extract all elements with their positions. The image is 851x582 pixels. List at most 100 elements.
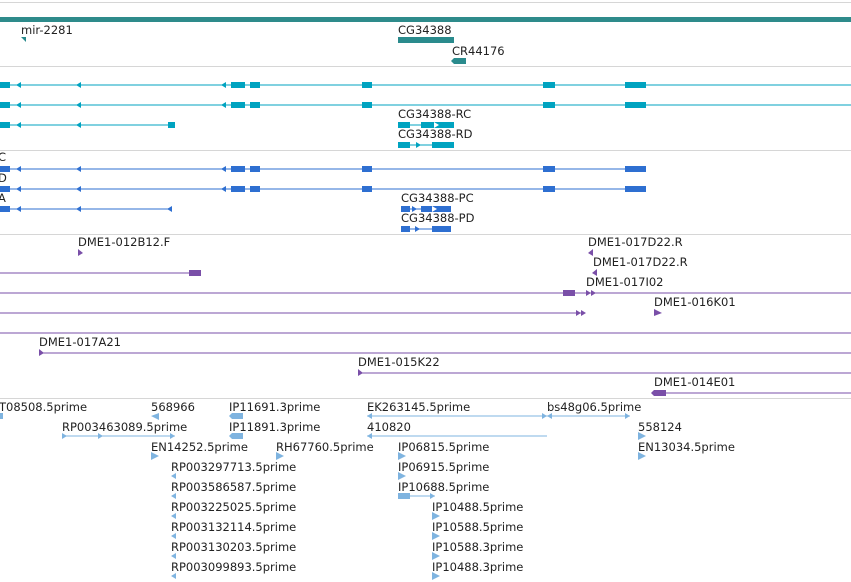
protein-label: C: [0, 150, 6, 164]
gene-arrow: [21, 37, 26, 42]
protein-row[interactable]: A: [0, 191, 172, 212]
transcript-row[interactable]: [0, 122, 175, 128]
est-feature[interactable]: RP003463089.5prime: [62, 420, 187, 439]
est-label: EN13034.5prime: [638, 440, 735, 454]
transcript-cg34388-rd[interactable]: CG34388-RD: [398, 127, 473, 148]
est-feature[interactable]: IP11891.3prime: [229, 420, 320, 439]
bac-arrow: [651, 390, 654, 396]
exon: [0, 186, 10, 192]
protein-row[interactable]: D: [0, 171, 646, 192]
transcript-cg34388-rc[interactable]: CG34388-RC: [398, 107, 471, 128]
gene-arrow: [451, 58, 454, 64]
bac-end-feature[interactable]: [0, 310, 586, 316]
est-arrow: [171, 533, 176, 539]
bac-end-feature[interactable]: DME1-014E01: [651, 375, 851, 396]
est-feature[interactable]: RP003225025.5prime: [171, 500, 296, 519]
est-arrow: [171, 493, 176, 499]
est-label: IP06915.5prime: [398, 460, 489, 474]
exon: [625, 166, 646, 172]
est-label: IP10488.3prime: [432, 560, 523, 574]
strand-arrow: [434, 122, 439, 128]
est-feature[interactable]: IP10488.5prime: [432, 500, 523, 520]
est-feature[interactable]: RP003130203.5prime: [171, 540, 296, 559]
bac-arrow: [586, 290, 591, 296]
chromosome-bar[interactable]: [0, 17, 851, 22]
protein-cg34388-pd[interactable]: CG34388-PD: [401, 211, 475, 232]
exon: [625, 186, 646, 192]
bac-end-feature[interactable]: DME1-015K22: [358, 355, 851, 376]
est-feature[interactable]: RP003099893.5prime: [171, 560, 296, 579]
est-feature[interactable]: IP10488.3prime: [432, 560, 523, 580]
est-arrow: [62, 433, 67, 439]
est-label: EK263145.5prime: [367, 400, 470, 414]
gene-mir-2281[interactable]: mir-2281: [21, 23, 73, 42]
est-arrow: [229, 413, 232, 419]
strand-arrow: [16, 186, 21, 192]
exon: [432, 226, 451, 232]
strand-arrow: [167, 206, 172, 212]
bac-end-label: DME1-014E01: [654, 375, 735, 389]
bac-end-feature[interactable]: DME1-017D22.R: [592, 255, 688, 276]
protein-cg34388-pc[interactable]: CG34388-PC: [401, 191, 474, 212]
est-feature[interactable]: T08508.5prime: [0, 400, 87, 419]
protein-row[interactable]: C: [0, 150, 646, 172]
exon: [398, 122, 410, 128]
est-feature[interactable]: IP10588.5prime: [432, 520, 523, 540]
bac-arrow: [591, 290, 596, 296]
est-feature[interactable]: IP06815.5prime: [398, 440, 489, 460]
bac-end-label: DME1-017D22.R: [588, 235, 683, 249]
est-label: IP10588.5prime: [432, 520, 523, 534]
bac-end-feature[interactable]: [0, 270, 201, 276]
proteins-track: C D A: [0, 150, 646, 232]
est-feature[interactable]: RH67760.5prime: [276, 440, 374, 460]
est-feature[interactable]: EK263145.5prime: [367, 400, 547, 419]
exon: [543, 102, 555, 108]
strand-arrow: [16, 166, 21, 172]
bac-end-label: DME1-015K22: [358, 355, 440, 369]
est-feature[interactable]: RP003297713.5prime: [171, 460, 296, 479]
est-label: 410820: [367, 420, 411, 434]
bac-end-feature[interactable]: DME1-017I02: [586, 275, 664, 289]
bac-end-feature[interactable]: DME1-017D22.R: [588, 235, 683, 256]
est-arrow: [367, 413, 372, 419]
bac-end-feature[interactable]: DME1-012B12.F: [78, 235, 170, 256]
strand-arrow: [221, 186, 226, 192]
est-block: [0, 413, 3, 419]
exon: [0, 166, 10, 172]
strand-arrow: [16, 122, 21, 128]
transcript-row[interactable]: [0, 82, 851, 88]
gene-cg34388[interactable]: CG34388: [398, 23, 454, 43]
est-feature[interactable]: IP10688.5prime: [398, 480, 489, 499]
protein-label: CG34388-PD: [401, 211, 475, 225]
est-feature[interactable]: IP11691.3prime: [229, 400, 320, 419]
est-arrow: [432, 512, 440, 520]
est-feature[interactable]: RP003586587.5prime: [171, 480, 296, 499]
bac-end-feature[interactable]: DME1-016K01: [654, 295, 736, 316]
est-label: RP003132114.5prime: [171, 520, 296, 534]
est-feature[interactable]: RP003132114.5prime: [171, 520, 296, 539]
est-arrow: [625, 413, 630, 419]
est-label: IP11891.3prime: [229, 420, 320, 434]
exon: [231, 102, 245, 108]
bac-end-feature[interactable]: DME1-017A21: [39, 335, 851, 356]
est-feature[interactable]: IP10588.3prime: [432, 540, 523, 560]
exon: [362, 102, 372, 108]
ests-track: T08508.5prime 568966 IP11691.3prime EK26…: [0, 400, 735, 580]
exon: [625, 82, 646, 88]
transcript-row[interactable]: [0, 102, 851, 108]
est-feature[interactable]: 410820: [367, 420, 547, 439]
est-feature[interactable]: bs48g06.5prime: [547, 400, 641, 419]
strand-arrow: [16, 206, 21, 212]
exon: [362, 186, 372, 192]
est-feature[interactable]: EN14252.5prime: [151, 440, 248, 460]
est-feature[interactable]: 558124: [638, 420, 682, 440]
est-block: [232, 413, 243, 419]
est-arrow: [151, 413, 159, 420]
est-feature[interactable]: 568966: [151, 400, 195, 420]
gene-cr44176[interactable]: CR44176: [451, 44, 505, 64]
bac-end-feature[interactable]: [0, 290, 851, 296]
exon: [398, 142, 410, 148]
est-feature[interactable]: EN13034.5prime: [638, 440, 735, 460]
bac-ends-track: DME1-012B12.F DME1-017D22.R DME1-017D22.…: [0, 235, 851, 396]
est-feature[interactable]: IP06915.5prime: [398, 460, 489, 480]
